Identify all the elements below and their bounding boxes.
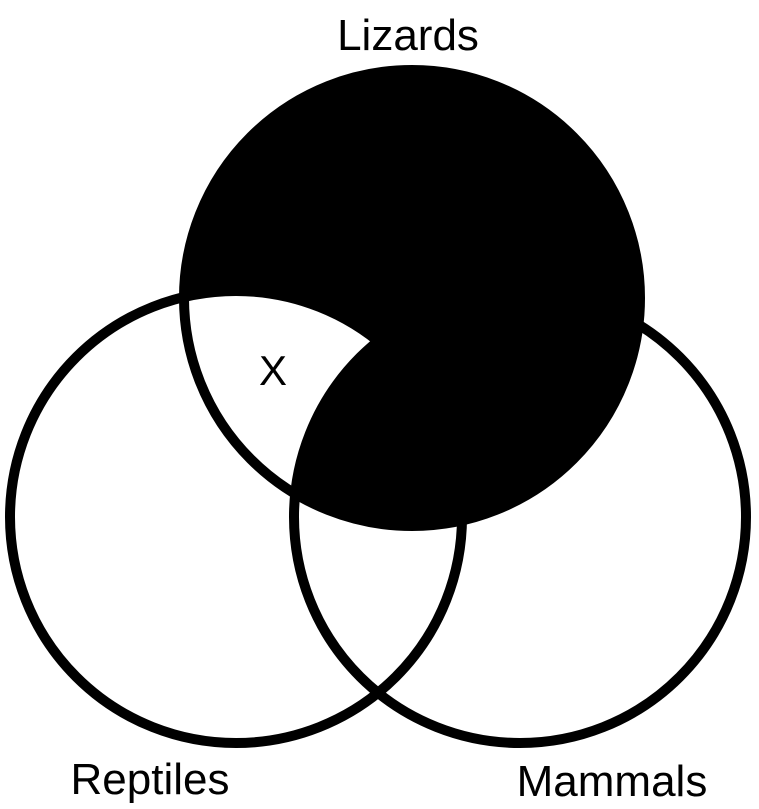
shaded-region-all-three bbox=[294, 291, 462, 526]
label-lizards: Lizards bbox=[337, 11, 479, 60]
region-mark-x: X bbox=[259, 347, 287, 394]
circle-mammals bbox=[289, 286, 751, 748]
label-mammals: Mammals bbox=[517, 757, 708, 806]
circle-reptiles bbox=[5, 286, 467, 748]
label-reptiles: Reptiles bbox=[71, 755, 230, 804]
shaded-region-lizards-not-reptiles bbox=[184, 70, 640, 526]
